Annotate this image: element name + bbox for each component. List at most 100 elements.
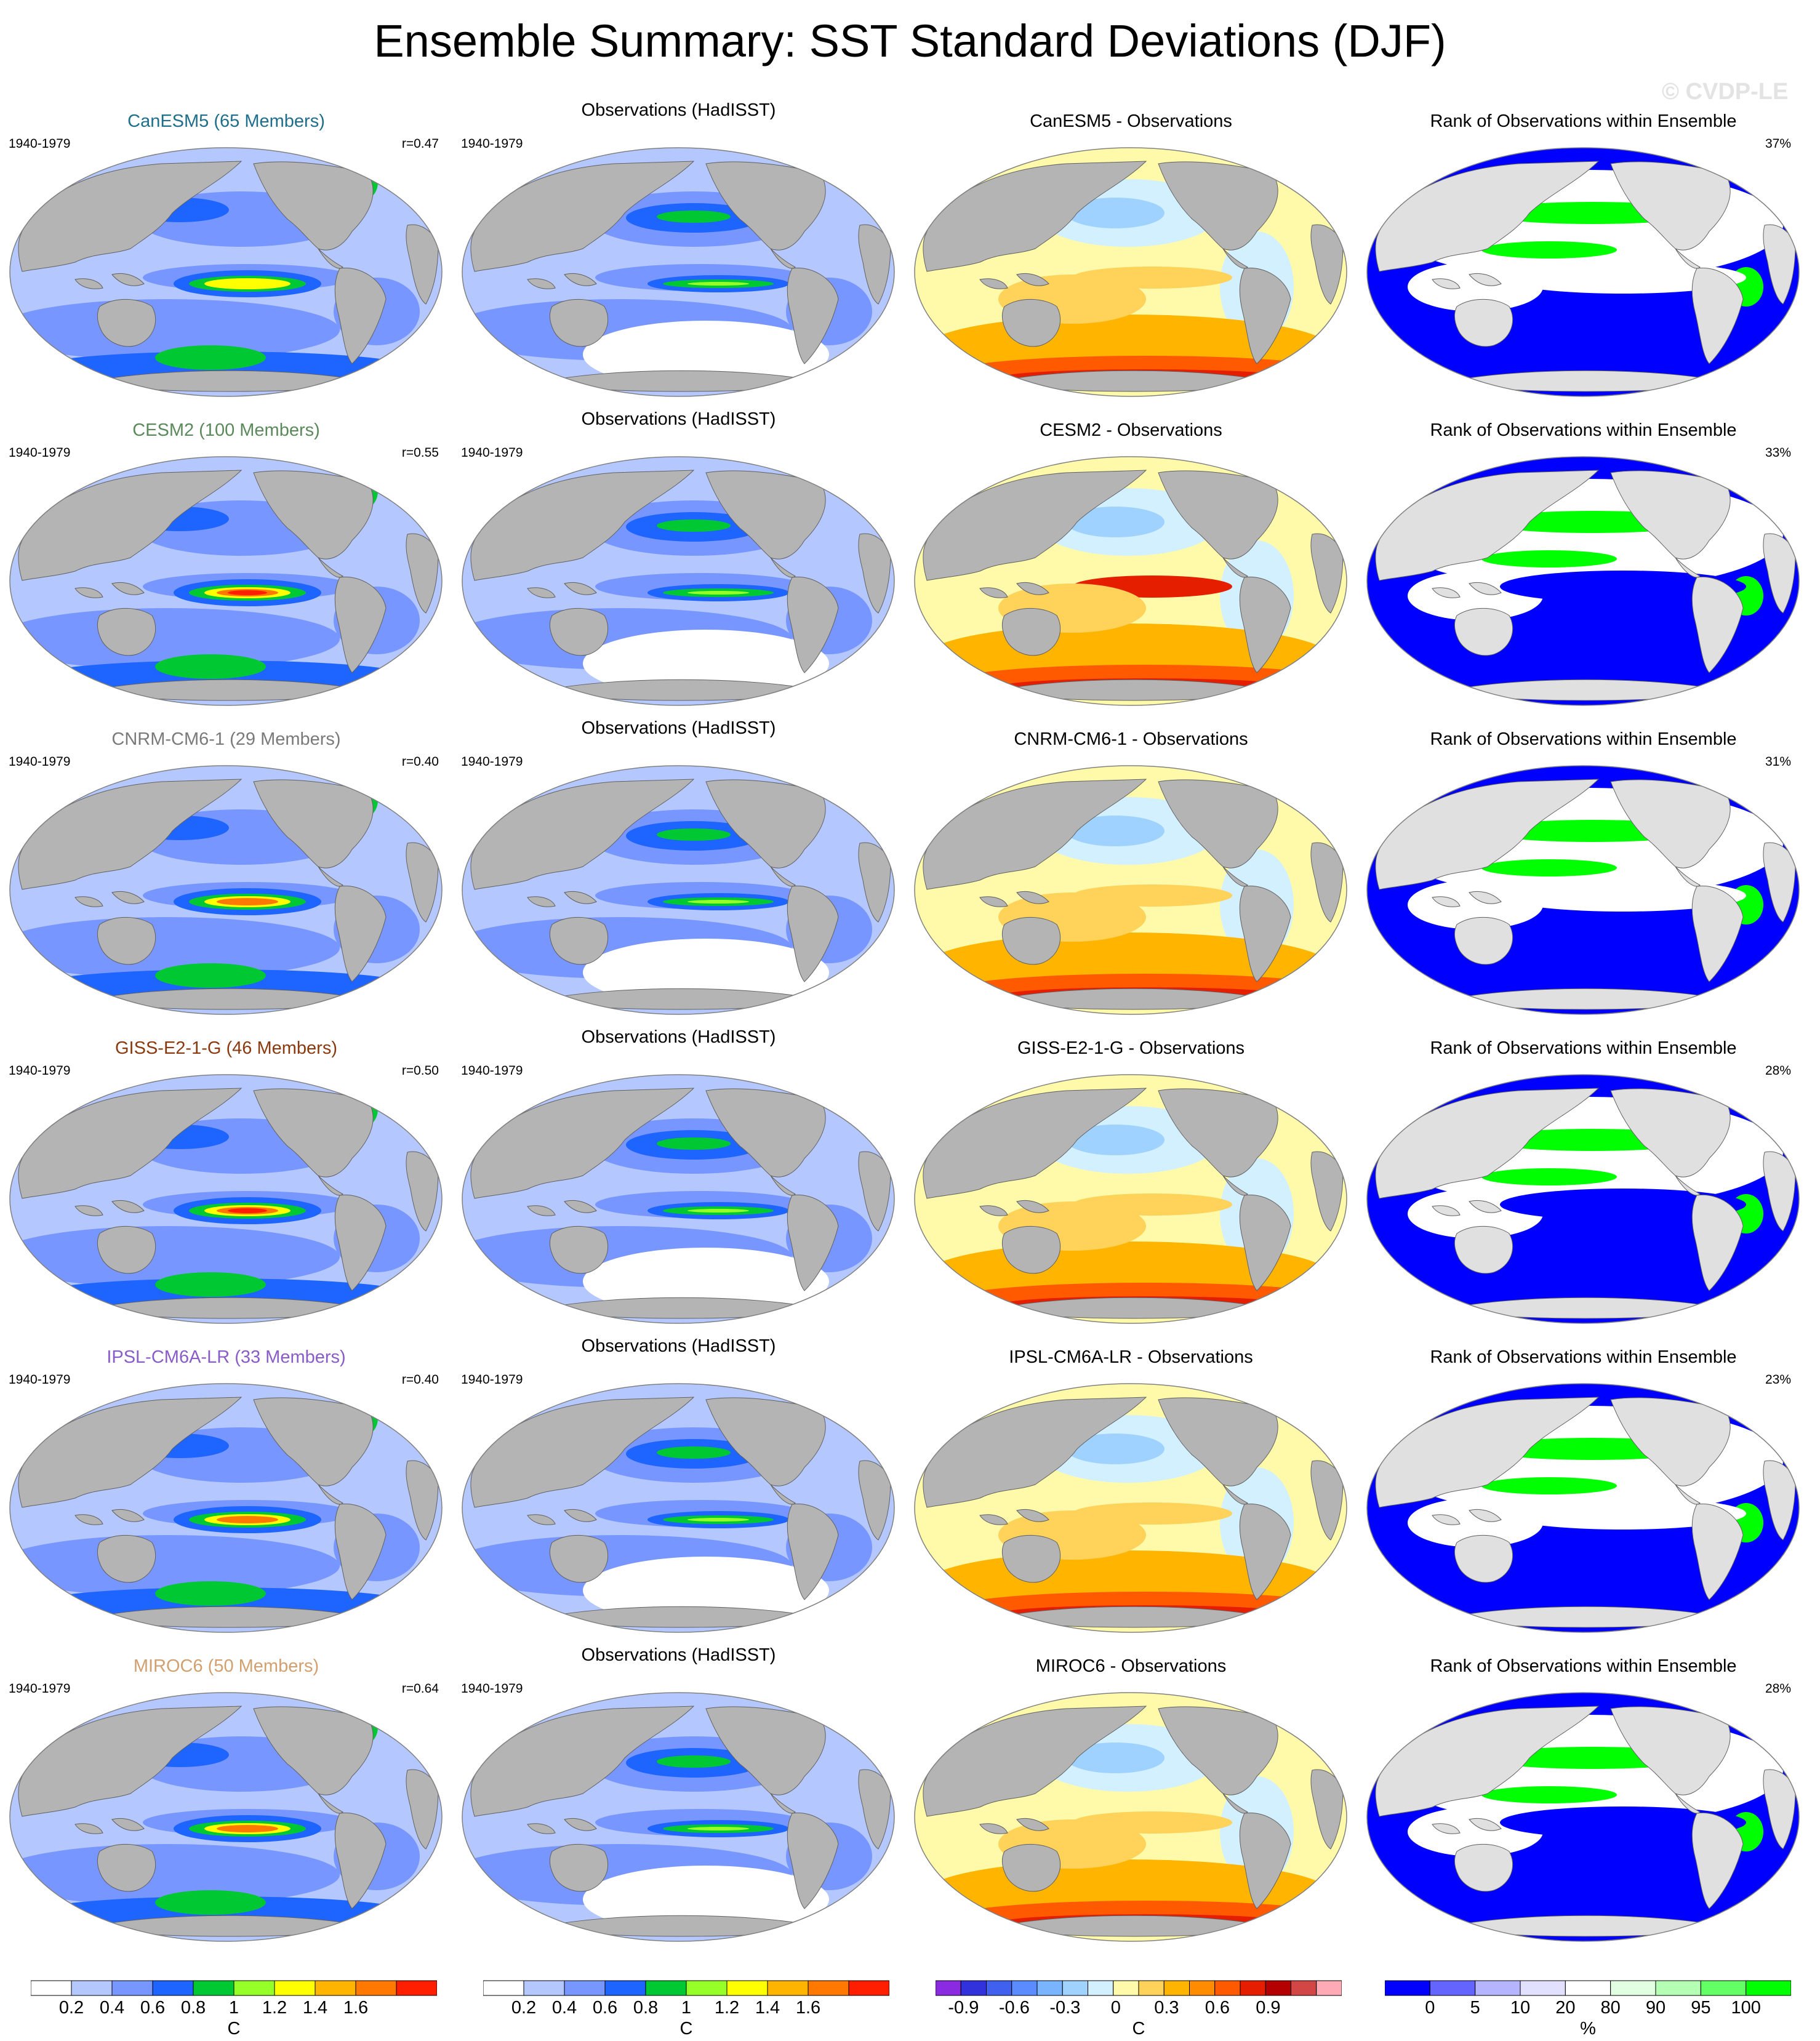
field-contour (217, 1825, 278, 1832)
map-panel-diff: CESM2 - Observations (905, 401, 1357, 710)
map-panel-obs: Observations (HadISST) 1940-1979 (452, 92, 905, 401)
panel-title: CESM2 (100 Members) (132, 420, 320, 440)
land-mass (1454, 1534, 1513, 1583)
map-border (462, 1692, 895, 1942)
land-mass (1002, 1843, 1061, 1892)
world-map (914, 1074, 1347, 1324)
period-label: 1940-1979 (9, 1064, 71, 1078)
map-border (1366, 765, 1800, 1015)
field-contour (1066, 198, 1165, 228)
panel-title: Rank of Observations within Ensemble (1430, 1347, 1737, 1367)
map-panel-model: MIROC6 (50 Members) 1940-1979 r=0.64 (0, 1637, 452, 1946)
land-mass (1375, 1706, 1600, 1817)
land-mass (470, 1397, 695, 1508)
land-mass (822, 775, 860, 799)
map-panel-rank: Rank of Observations within Ensemble 31% (1357, 710, 1810, 1019)
land-mass (1726, 1393, 1765, 1417)
colorbar-tick-label: 0 (1425, 1998, 1435, 2018)
colorbar-swatch (30, 1980, 72, 1996)
land-mass (1432, 1514, 1461, 1525)
pattern-correlation: r=0.64 (401, 1682, 439, 1696)
world-map (1366, 1074, 1800, 1324)
land-mass (705, 779, 826, 868)
land-mass (1274, 1393, 1313, 1417)
land-mass (1610, 161, 1731, 251)
land-mass (787, 267, 839, 364)
field-contour (228, 590, 267, 595)
land-mass (1158, 470, 1278, 559)
field-contour (10, 299, 340, 361)
colorbar-rank: % 0 5 10 20 80 90 95 100 (1384, 1979, 1792, 2041)
land-mass (1016, 1818, 1049, 1831)
land-mass (822, 1084, 860, 1108)
land-mass (564, 1818, 597, 1831)
pattern-correlation: r=0.50 (401, 1064, 439, 1078)
map-border (9, 765, 443, 1015)
land-mass (923, 161, 1147, 272)
map-panel-diff: CanESM5 - Observations (905, 92, 1357, 401)
colorbar-swatch (396, 1980, 438, 1996)
period-label: 1940-1979 (461, 755, 523, 769)
colorbar-tick-label: 1.2 (714, 1998, 740, 2018)
world-map (1366, 147, 1800, 397)
panel-title: CNRM-CM6-1 - Observations (1014, 729, 1248, 749)
land-mass (470, 779, 695, 890)
rank-percentage: 37% (1765, 137, 1791, 151)
land-mass (1274, 1702, 1313, 1726)
map-panel-model: GISS-E2-1-G (46 Members) 1940-1979 r=0.50 (0, 1019, 452, 1328)
land-mass (979, 896, 1008, 907)
colorbar-swatch (686, 1980, 728, 1996)
land-mass (1726, 775, 1765, 799)
land-mass (1239, 1503, 1291, 1600)
colorbar-swatch (111, 1980, 153, 1996)
colorbar-swatches (1384, 1980, 1792, 1996)
map-border (914, 456, 1347, 706)
world-map (9, 765, 443, 1015)
land-mass (787, 1194, 839, 1291)
land-mass (1454, 1843, 1513, 1892)
land-mass (1158, 1088, 1278, 1177)
map-panel-diff: CNRM-CM6-1 - Observations (905, 710, 1357, 1019)
colorbar-swatch (71, 1980, 113, 1996)
land-mass (97, 1843, 156, 1892)
land-mass (550, 607, 609, 656)
land-mass (1691, 885, 1744, 982)
panel-title: Observations (HadISST) (581, 1336, 776, 1356)
panel-row: CESM2 (100 Members) 1940-1979 r=0.55 Observ… (0, 401, 1820, 710)
land-mass (318, 866, 343, 887)
world-map (462, 456, 895, 706)
panel-row: CanESM5 (65 Members) 1940-1979 r=0.47 Obser… (0, 92, 1820, 401)
land-mass (1432, 587, 1461, 598)
panel-title: GISS-E2-1-G - Observations (1017, 1038, 1245, 1058)
panel-title: CanESM5 - Observations (1030, 111, 1232, 131)
field-contour (1066, 1434, 1165, 1464)
colorbar-swatch (152, 1980, 194, 1996)
field-contour (155, 1890, 266, 1915)
period-label: 1940-1979 (9, 1682, 71, 1696)
field-contour (1500, 1498, 1746, 1530)
land-mass (787, 1812, 839, 1909)
land-mass (111, 891, 145, 904)
field-contour (657, 1137, 731, 1150)
land-mass (1675, 1484, 1701, 1505)
land-mass (97, 1225, 156, 1274)
land-mass (527, 1823, 556, 1834)
world-map (462, 1074, 895, 1324)
land-mass (705, 470, 826, 559)
field-contour (155, 1581, 266, 1606)
land-mass (1222, 866, 1248, 887)
land-mass (74, 278, 103, 289)
colorbar-tick-label: 1.4 (755, 1998, 780, 2018)
field-contour (10, 608, 340, 670)
pattern-correlation: r=0.47 (401, 137, 439, 151)
world-map (914, 456, 1347, 706)
land-mass (334, 885, 387, 982)
panel-row: MIROC6 (50 Members) 1940-1979 r=0.64 Observ… (0, 1637, 1820, 1946)
field-contour (688, 1209, 749, 1213)
figure-title: Ensemble Summary: SST Standard Deviation… (374, 15, 1446, 66)
map-panel-obs: Observations (HadISST) 1940-1979 (452, 1019, 905, 1328)
land-mass (1274, 1084, 1313, 1108)
land-mass (369, 157, 408, 181)
land-mass (18, 779, 243, 890)
land-mass (18, 1088, 243, 1199)
